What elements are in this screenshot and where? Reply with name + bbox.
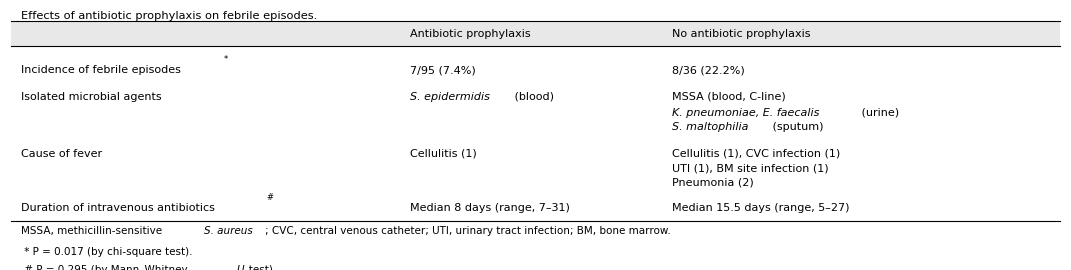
Bar — [11, 21, 1060, 46]
Text: 8/36 (22.2%): 8/36 (22.2%) — [672, 65, 744, 75]
Text: S. aureus: S. aureus — [203, 226, 253, 236]
Text: 7/95 (7.4%): 7/95 (7.4%) — [409, 65, 476, 75]
Text: Cause of fever: Cause of fever — [21, 148, 103, 158]
Text: #: # — [267, 193, 273, 202]
Text: (urine): (urine) — [858, 107, 900, 117]
Text: Median 8 days (range, 7–31): Median 8 days (range, 7–31) — [409, 203, 570, 213]
Text: (sputum): (sputum) — [769, 122, 824, 132]
Text: Cellulitis (1): Cellulitis (1) — [409, 148, 477, 158]
Text: Cellulitis (1), CVC infection (1): Cellulitis (1), CVC infection (1) — [672, 148, 840, 158]
Text: Incidence of febrile episodes: Incidence of febrile episodes — [21, 65, 181, 75]
Text: Duration of intravenous antibiotics: Duration of intravenous antibiotics — [21, 203, 215, 213]
Text: Isolated microbial agents: Isolated microbial agents — [21, 92, 162, 102]
Text: U: U — [236, 265, 243, 270]
Text: Pneumonia (2): Pneumonia (2) — [672, 178, 754, 188]
Text: * P = 0.017 (by chi-square test).: * P = 0.017 (by chi-square test). — [21, 247, 193, 258]
Text: # P = 0.295 (by Mann–Whitney: # P = 0.295 (by Mann–Whitney — [21, 265, 191, 270]
Text: K. pneumoniae, E. faecalis: K. pneumoniae, E. faecalis — [672, 107, 819, 117]
Text: (blood): (blood) — [511, 92, 554, 102]
Text: UTI (1), BM site infection (1): UTI (1), BM site infection (1) — [672, 163, 829, 173]
Text: MSSA (blood, C-line): MSSA (blood, C-line) — [672, 92, 786, 102]
Text: -test).: -test). — [245, 265, 277, 270]
Text: Effects of antibiotic prophylaxis on febrile episodes.: Effects of antibiotic prophylaxis on feb… — [21, 11, 317, 21]
Text: S. maltophilia: S. maltophilia — [672, 122, 749, 132]
Text: Median 15.5 days (range, 5–27): Median 15.5 days (range, 5–27) — [672, 203, 849, 213]
Text: No antibiotic prophylaxis: No antibiotic prophylaxis — [672, 29, 811, 39]
Text: ; CVC, central venous catheter; UTI, urinary tract infection; BM, bone marrow.: ; CVC, central venous catheter; UTI, uri… — [266, 226, 672, 236]
Text: MSSA, methicillin-sensitive: MSSA, methicillin-sensitive — [21, 226, 166, 236]
Text: S. epidermidis: S. epidermidis — [409, 92, 489, 102]
Text: *: * — [224, 55, 228, 64]
Text: Antibiotic prophylaxis: Antibiotic prophylaxis — [409, 29, 530, 39]
